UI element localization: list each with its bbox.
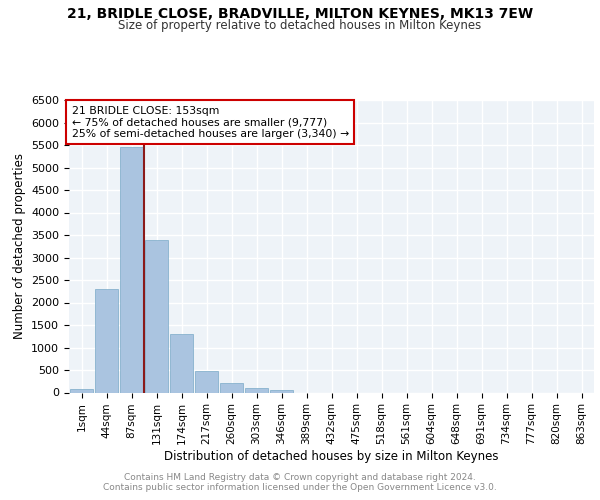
Bar xyxy=(119,148,143,392)
Text: 21, BRIDLE CLOSE, BRADVILLE, MILTON KEYNES, MK13 7EW: 21, BRIDLE CLOSE, BRADVILLE, MILTON KEYN… xyxy=(67,8,533,22)
Text: 21 BRIDLE CLOSE: 153sqm
← 75% of detached houses are smaller (9,777)
25% of semi: 21 BRIDLE CLOSE: 153sqm ← 75% of detache… xyxy=(71,106,349,139)
Bar xyxy=(70,390,94,392)
Text: Size of property relative to detached houses in Milton Keynes: Size of property relative to detached ho… xyxy=(118,19,482,32)
Y-axis label: Number of detached properties: Number of detached properties xyxy=(13,153,26,340)
Bar xyxy=(245,388,268,392)
Bar xyxy=(269,390,293,392)
Bar xyxy=(220,383,244,392)
Bar xyxy=(95,289,118,393)
Bar xyxy=(145,240,169,392)
Bar xyxy=(170,334,193,392)
Bar xyxy=(194,371,218,392)
Text: Contains public sector information licensed under the Open Government Licence v3: Contains public sector information licen… xyxy=(103,484,497,492)
Text: Contains HM Land Registry data © Crown copyright and database right 2024.: Contains HM Land Registry data © Crown c… xyxy=(124,472,476,482)
X-axis label: Distribution of detached houses by size in Milton Keynes: Distribution of detached houses by size … xyxy=(164,450,499,463)
